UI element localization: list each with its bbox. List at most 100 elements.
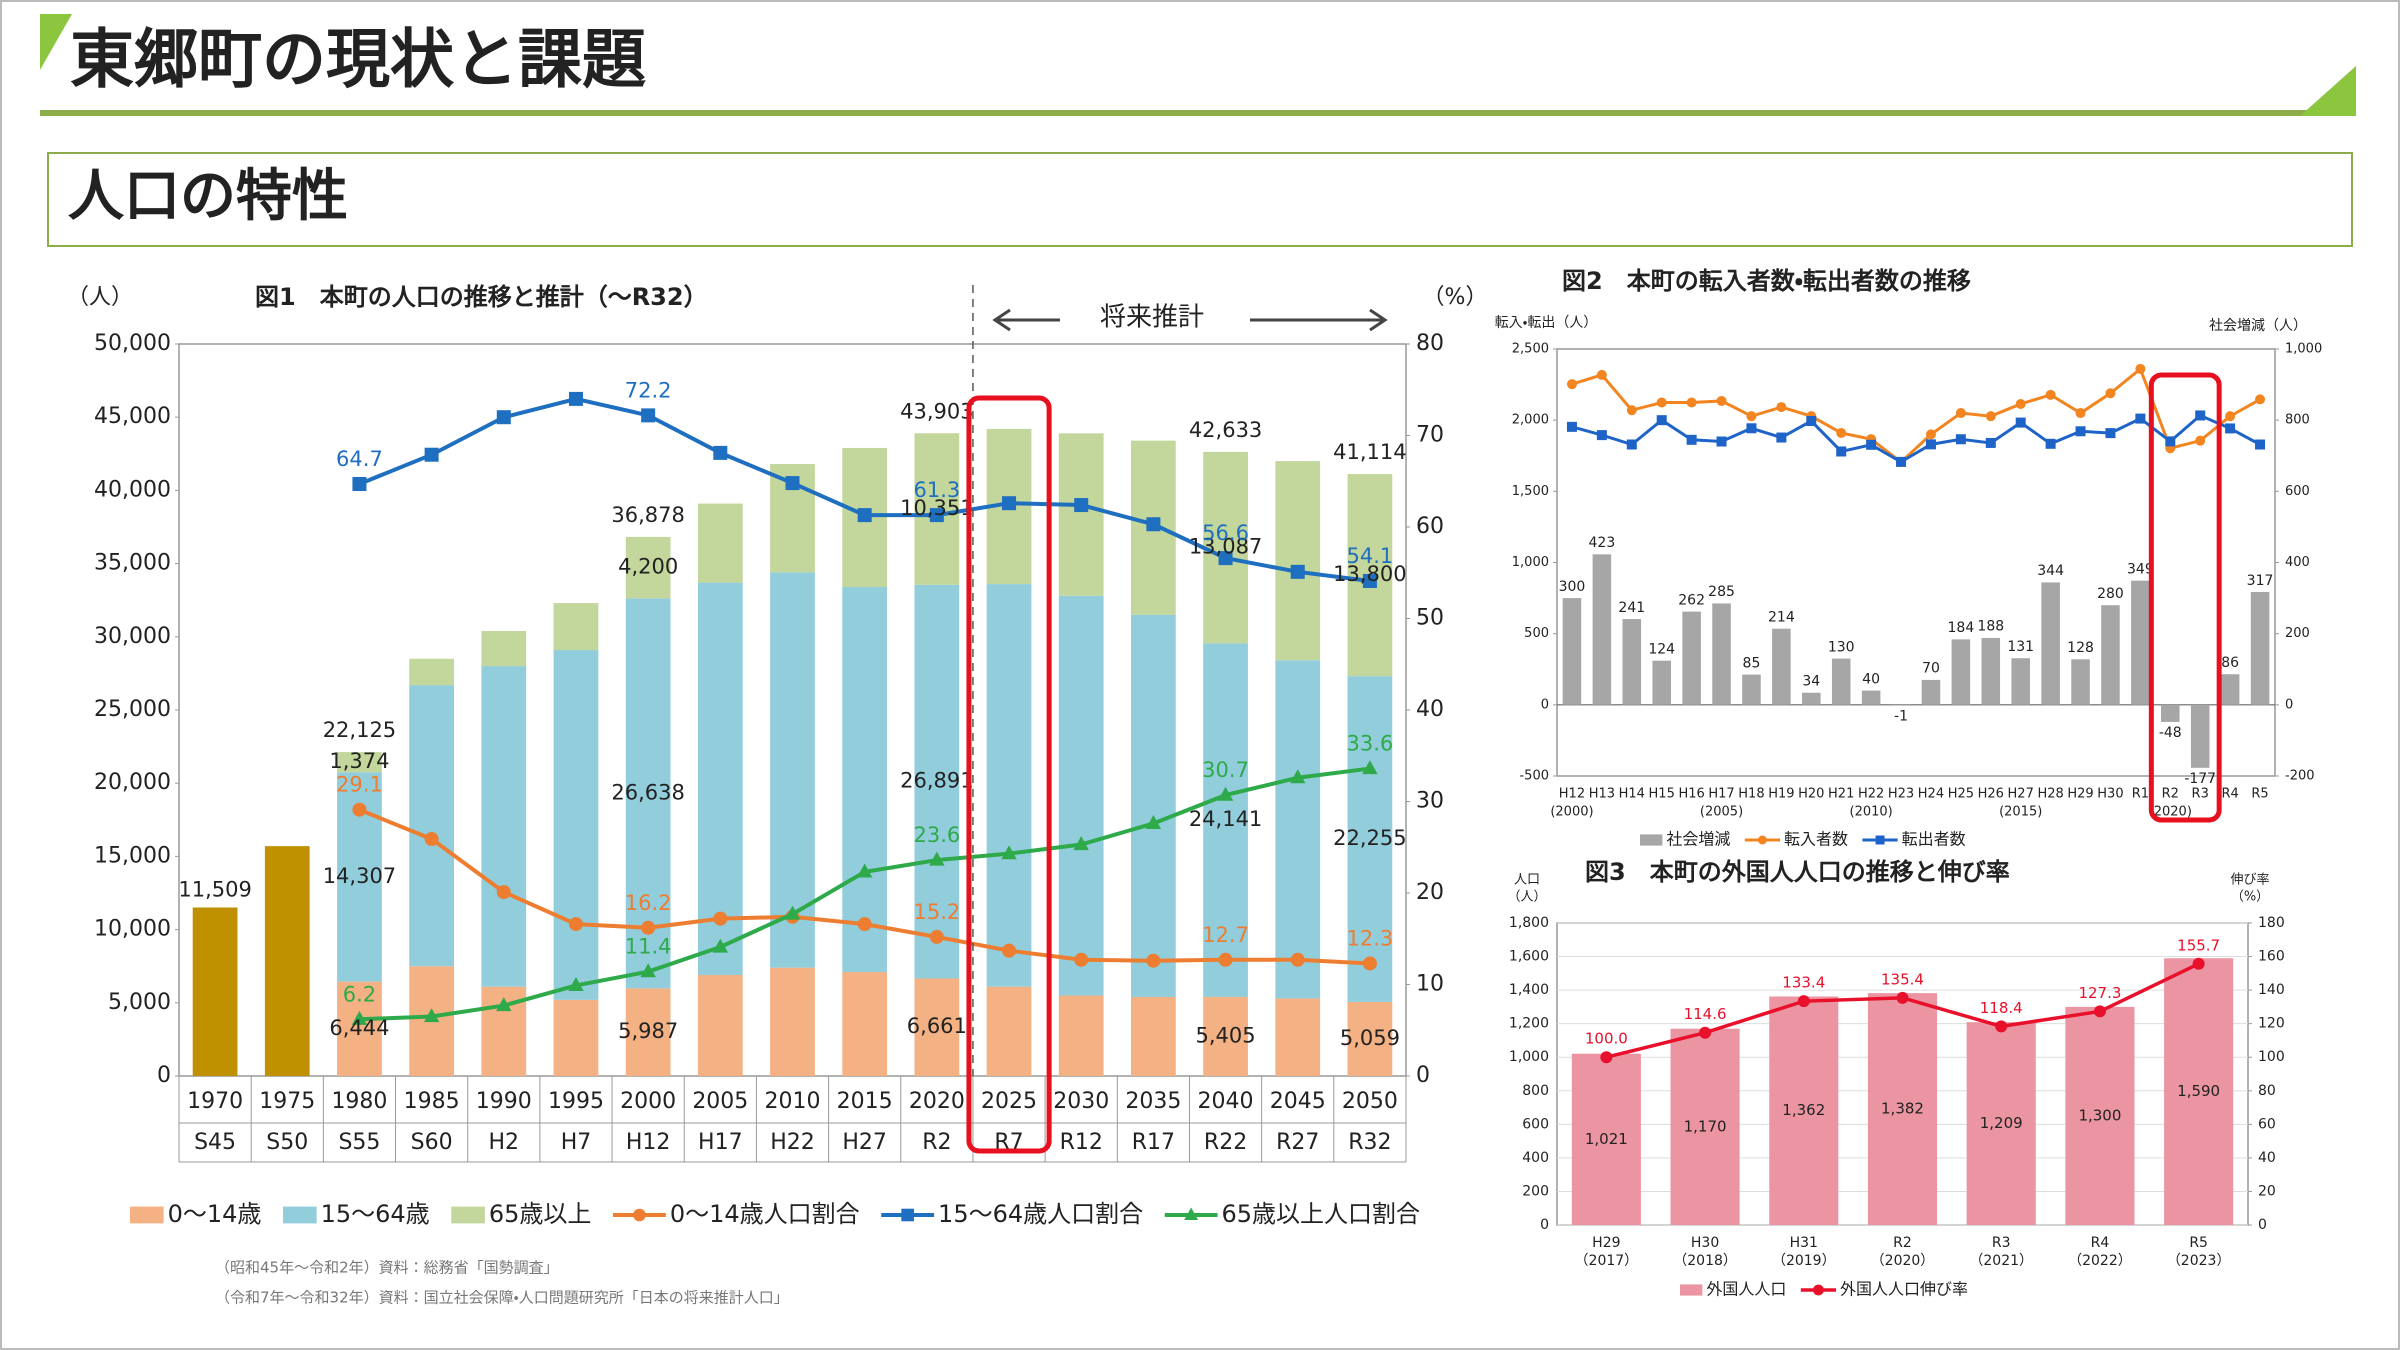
marker: [1716, 436, 1727, 447]
y2-tick-label: 50: [1416, 606, 1444, 631]
x-tick-label: R1: [2132, 787, 2149, 802]
subtitle-box: [47, 152, 2353, 247]
data-label: 1,300: [2078, 1106, 2121, 1124]
x-tick-sublabel: （2022）: [2068, 1253, 2132, 1269]
marker: [1866, 439, 1877, 450]
y-tick-label: 0: [157, 1063, 171, 1088]
x-tick-sublabel: H7: [561, 1130, 592, 1155]
data-label: 14,307: [323, 864, 396, 888]
y2-tick-label: 140: [2258, 982, 2285, 998]
marker: [1217, 786, 1234, 801]
marker: [1985, 437, 1996, 448]
marker: [1146, 517, 1161, 532]
marker: [929, 508, 944, 523]
bar: [1981, 637, 2001, 705]
x-tick-sublabel: （2020）: [1871, 1253, 1935, 1269]
x-tick-sublabel: H12: [626, 1130, 671, 1155]
data-label: 13,087: [1189, 535, 1262, 559]
x-tick-label: 2015: [837, 1089, 893, 1114]
x-tick-sublabel: (2010): [1850, 805, 1893, 820]
data-label: 64.7: [336, 447, 383, 471]
y2-tick-label: -200: [2285, 769, 2315, 784]
data-label: 184: [1948, 620, 1975, 636]
x-tick-sublabel: (2005): [1700, 805, 1743, 820]
bar: [1131, 614, 1176, 997]
x-tick-label: R2: [2162, 787, 2179, 802]
marker: [1686, 434, 1697, 445]
bar: [1867, 993, 1938, 1225]
x-tick-label: 2020: [909, 1089, 965, 1114]
data-label: 70: [1922, 661, 1940, 677]
marker: [568, 391, 583, 406]
legend-label: 65歳以上: [489, 1200, 592, 1228]
legend-swatch: [1640, 834, 1663, 846]
bar: [986, 584, 1032, 987]
y-tick-label: 1,600: [1509, 949, 1549, 965]
x-tick-sublabel: R27: [1276, 1130, 1319, 1155]
marker: [351, 1010, 368, 1025]
highlight-box: [966, 395, 1052, 1154]
x-tick-label: H19: [1768, 787, 1794, 802]
data-label: 1,362: [1782, 1101, 1825, 1119]
data-label: 128: [2067, 640, 2094, 656]
y-tick-label: 2,500: [1512, 342, 1549, 357]
y2-tick-label: 600: [2285, 484, 2310, 499]
bar: [2220, 674, 2240, 705]
data-label: 13,800: [1333, 562, 1406, 586]
bar: [1622, 619, 1642, 705]
marker: [640, 963, 656, 978]
x-tick-label: 1975: [259, 1089, 315, 1114]
highlight-box: [2148, 372, 2222, 823]
data-label: -177: [2184, 771, 2216, 787]
data-label: 317: [2247, 573, 2274, 589]
x-tick-label: 1995: [548, 1089, 604, 1114]
marker: [2165, 436, 2176, 447]
x-tick-label: H26: [1978, 787, 2004, 802]
chart-title: 図3 本町の外国人人口の推移と伸び率: [1585, 858, 2010, 886]
y-tick-label: 40,000: [94, 477, 171, 502]
bar: [553, 649, 599, 1000]
marker: [1600, 1051, 1613, 1064]
marker: [2015, 417, 2026, 428]
x-tick-label: H17: [1708, 787, 1734, 802]
legend-marker: [633, 1208, 646, 1222]
marker: [1656, 397, 1667, 408]
data-label: 1,382: [1881, 1100, 1924, 1118]
legend-marker: [1184, 1207, 1199, 1221]
x-tick-label: H29: [1592, 1235, 1620, 1251]
axis-label: （人）: [67, 285, 133, 310]
legend-label: 社会増減: [1666, 830, 1730, 849]
marker: [2255, 394, 2266, 405]
bar: [2071, 659, 2090, 705]
bar: [553, 999, 599, 1076]
x-tick-label: H30: [1691, 1235, 1719, 1251]
x-tick-label: 2050: [1342, 1089, 1398, 1114]
data-label: 133.4: [1782, 974, 1825, 992]
bar: [697, 974, 743, 1076]
marker: [1896, 991, 1909, 1004]
x-tick-sublabel: H2: [489, 1130, 520, 1155]
x-tick-label: R4: [2091, 1235, 2110, 1251]
x-tick-label: H29: [2067, 787, 2093, 802]
y-tick-label: 600: [1522, 1116, 1549, 1132]
data-label: 33.6: [1347, 732, 1394, 756]
x-tick-label: H20: [1798, 787, 1824, 802]
bar: [1712, 603, 1731, 705]
marker: [1073, 836, 1089, 851]
marker: [423, 1008, 440, 1023]
data-label: 30.7: [1202, 758, 1249, 782]
data-label: 135.4: [1881, 970, 1924, 988]
data-label: 300: [1559, 579, 1586, 595]
marker: [1686, 397, 1697, 408]
bar: [1058, 433, 1104, 596]
x-tick-label: 1985: [404, 1089, 460, 1114]
marker: [2195, 410, 2206, 421]
bar: [2250, 592, 2270, 705]
y2-tick-label: 40: [2258, 1150, 2276, 1166]
x-tick-sublabel: (2020): [2149, 805, 2192, 820]
x-tick-sublabel: (2015): [1999, 805, 2042, 820]
x-tick-sublabel: R32: [1348, 1130, 1391, 1155]
legend-marker: [901, 1208, 914, 1222]
data-label: 423: [1589, 535, 1616, 551]
